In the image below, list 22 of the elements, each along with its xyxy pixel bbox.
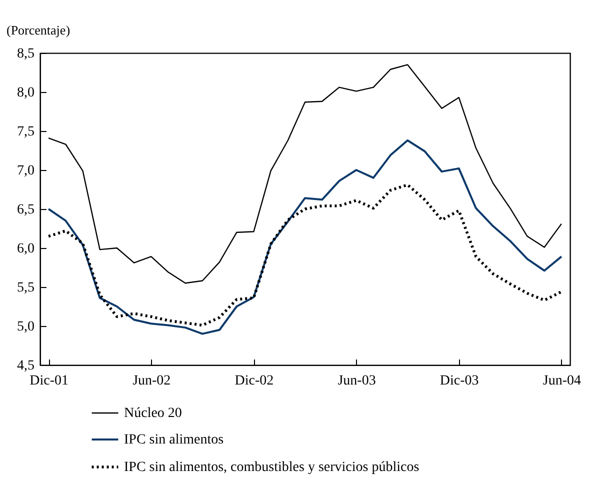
line-series bbox=[47, 183, 563, 327]
y-tick-label: 5,0 bbox=[17, 320, 34, 334]
x-tick-label: Dic-01 bbox=[30, 374, 68, 388]
y-tick-label: 6,5 bbox=[17, 202, 34, 218]
y-tick-label: 7,0 bbox=[17, 164, 34, 178]
x-tick-label: Dic-02 bbox=[234, 374, 274, 388]
y-tick-label: 6,0 bbox=[17, 242, 34, 256]
x-tick-label: Jun-03 bbox=[338, 374, 376, 388]
x-tick-label: Jun-04 bbox=[542, 374, 582, 388]
legend-label: IPC sin alimentos, combustibles y servicios públicos bbox=[124, 460, 420, 475]
x-tick-label: Jun-02 bbox=[132, 374, 171, 388]
legend-label: Núcleo 20 bbox=[124, 406, 182, 421]
y-tick-label: 8,0 bbox=[17, 86, 34, 100]
y-tick-label: 7,5 bbox=[17, 124, 34, 140]
line-series bbox=[48, 64, 562, 284]
y-tick-label: 5,5 bbox=[17, 280, 34, 296]
line-series bbox=[48, 139, 562, 335]
legend-label: IPC sin alimentos bbox=[124, 432, 224, 448]
y-axis-title: (Porcentaje) bbox=[6, 22, 70, 38]
y-tick-label: 8,5 bbox=[17, 46, 34, 62]
x-tick-label: Dic-03 bbox=[440, 374, 479, 388]
y-tick-label: 4,5 bbox=[17, 358, 34, 374]
